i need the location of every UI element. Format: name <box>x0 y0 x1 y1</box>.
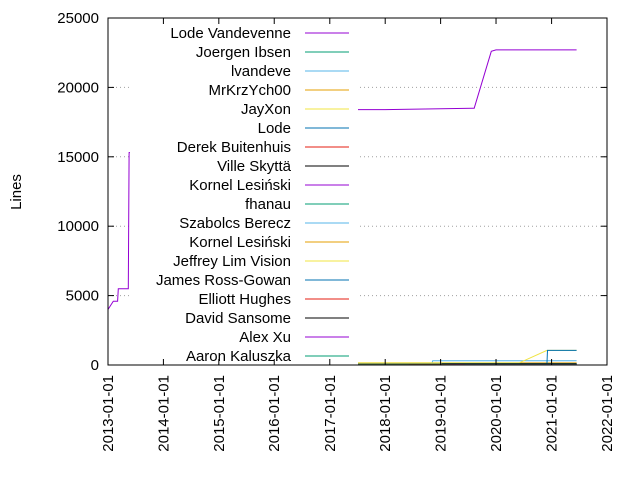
x-tick-label: 2022-01-01 <box>599 375 616 452</box>
legend: Lode Vandevenne Joergen Ibsen lvandeve MrKr… <box>156 25 349 365</box>
series-line <box>546 349 577 366</box>
plot-border <box>107 17 608 366</box>
legend-label: David Sansome <box>185 310 291 327</box>
y-tick-label: 20000 <box>57 79 99 96</box>
x-tick-label: 2017-01-01 <box>322 375 339 452</box>
legend-label: Alex Xu <box>239 329 291 346</box>
x-tick-label: 2013-01-01 <box>100 375 117 452</box>
legend-label: Ville Skyttä <box>217 158 292 175</box>
y-axis-label: Lines <box>8 174 25 210</box>
legend-background <box>130 22 358 366</box>
legend-label: Jeffrey Lim Vision <box>173 253 291 270</box>
y-tick-label: 25000 <box>57 10 99 27</box>
x-tick-label: 2021-01-01 <box>544 375 561 452</box>
y-tick-label: 15000 <box>57 149 99 166</box>
x-axis-ticks: 2013-01-01 2014-01-01 2015-01-01 2016-01-01… <box>100 18 616 452</box>
legend-label: James Ross-Gowan <box>156 272 291 289</box>
legend-label: Kornel Lesiński <box>189 234 291 251</box>
legend-label: fhanau <box>245 196 291 213</box>
x-tick-label: 2016-01-01 <box>266 375 283 452</box>
legend-label: Aaron Kaluszka <box>186 348 292 365</box>
legend-label: JayXon <box>241 101 291 118</box>
x-tick-label: 2019-01-01 <box>433 375 450 452</box>
legend-label: Lode Vandevenne <box>170 25 291 42</box>
legend-label: Elliott Hughes <box>198 291 291 308</box>
axes <box>107 17 608 366</box>
y-tick-label: 5000 <box>66 288 99 305</box>
legend-label: Lode <box>258 120 291 137</box>
legend-label: Joergen Ibsen <box>196 44 291 61</box>
legend-label: Szabolcs Berecz <box>179 215 291 232</box>
x-tick-label: 2020-01-01 <box>488 375 505 452</box>
legend-label: lvandeve <box>231 63 291 80</box>
y-axis-ticks: 0 5000 10000 15000 20000 25000 <box>57 10 607 374</box>
x-tick-label: 2018-01-01 <box>377 375 394 452</box>
legend-label: MrKrzYch00 <box>208 82 291 99</box>
legend-label: Derek Buitenhuis <box>177 139 291 156</box>
x-tick-label: 2015-01-01 <box>211 375 228 452</box>
x-tick-label: 2014-01-01 <box>155 375 172 452</box>
y-tick-label: 0 <box>91 357 99 374</box>
y-tick-label: 10000 <box>57 218 99 235</box>
legend-label: Kornel Lesiński <box>189 177 291 194</box>
